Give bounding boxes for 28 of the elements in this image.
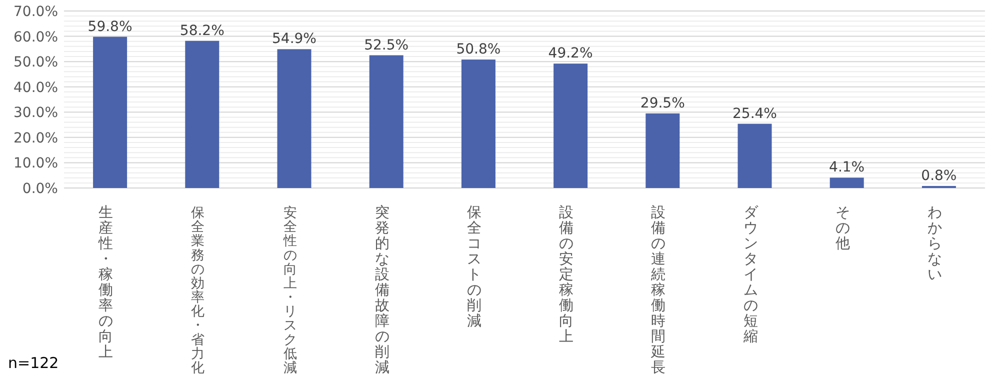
y-tick-label: 10.0%: [14, 156, 58, 172]
bar: [461, 60, 496, 188]
text: n=122: [8, 354, 59, 372]
bar: [93, 36, 128, 188]
y-tick-label: 40.0%: [14, 80, 58, 96]
text: 4.1%: [829, 160, 865, 176]
y-tick-label: 20.0%: [14, 130, 58, 146]
text: 54.9%: [272, 31, 316, 48]
bar: [185, 40, 220, 188]
text: 49.2%: [548, 46, 593, 62]
y-tick-label: 50.0%: [14, 54, 58, 71]
y-tick-label: 30.0%: [14, 105, 58, 122]
y-tick-label: 70.0%: [14, 4, 58, 20]
text: 25.4%: [732, 106, 777, 122]
text: 58.2%: [180, 22, 224, 39]
bar: [738, 124, 772, 188]
bar: [554, 64, 588, 188]
bar: [277, 49, 312, 188]
text: 29.5%: [640, 95, 685, 112]
text: 59.8%: [88, 18, 132, 35]
bar: [369, 55, 404, 188]
text: 0.8%: [921, 168, 957, 184]
bar: [646, 113, 680, 188]
y-tick-label: 0.0%: [22, 181, 58, 197]
bar: [830, 178, 864, 188]
text: 50.8%: [456, 42, 501, 58]
y-tick-label: 60.0%: [14, 29, 58, 46]
text: 52.5%: [364, 37, 409, 54]
